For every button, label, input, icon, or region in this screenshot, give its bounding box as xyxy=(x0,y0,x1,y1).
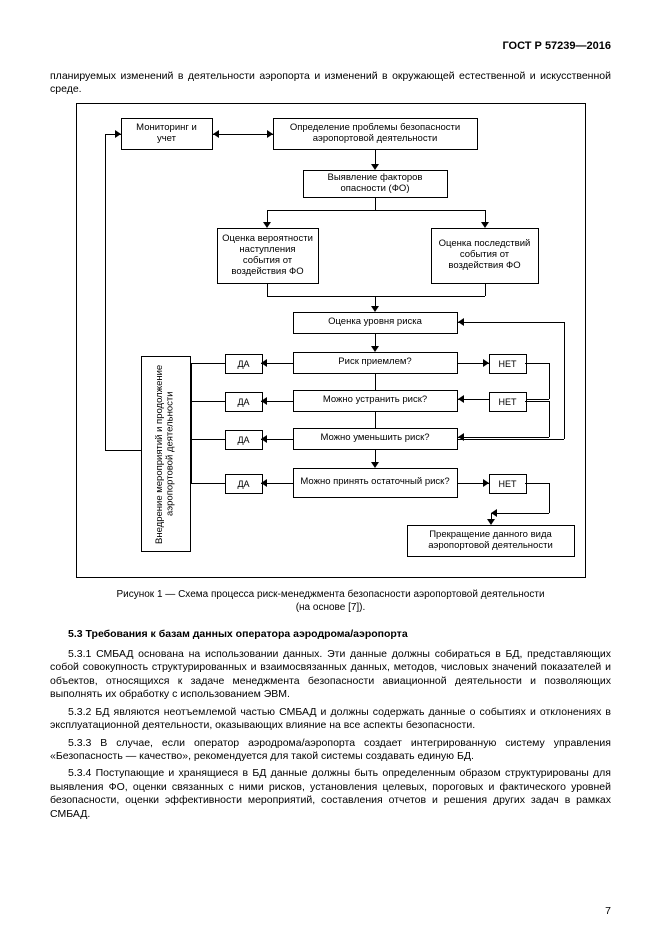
node-stop: Прекращение данного вида аэропортовой де… xyxy=(407,525,575,557)
label-no-1: НЕТ xyxy=(489,354,527,374)
caption-line2: (на основе [7]). xyxy=(296,602,366,613)
node-monitoring: Мониторинг и учет xyxy=(121,118,213,150)
node-factors: Выявление факторов опасности (ФО) xyxy=(303,170,448,198)
label-yes-4: ДА xyxy=(225,474,263,494)
page: ГОСТ Р 57239—2016 планируемых изменений … xyxy=(0,0,661,935)
node-implement-text: Внедрение мероприятий и продолжение аэро… xyxy=(155,359,176,549)
document-code: ГОСТ Р 57239—2016 xyxy=(50,40,611,52)
node-risk-level: Оценка уровня риска xyxy=(293,312,458,334)
label-yes-3: ДА xyxy=(225,430,263,450)
para-5-3-4: 5.3.4 Поступающие и хранящиеся в БД данн… xyxy=(50,767,611,821)
flowchart: Мониторинг и учет Определение проблемы б… xyxy=(76,103,586,578)
para-5-3-3: 5.3.3 В случае, если оператор аэродрома/… xyxy=(50,737,611,764)
para-5-3-2: 5.3.2 БД являются неотъемлемой частью СМ… xyxy=(50,706,611,733)
label-yes-2: ДА xyxy=(225,392,263,412)
node-q2: Можно устранить риск? xyxy=(293,390,458,412)
caption-line1: Рисунок 1 — Схема процесса риск-менеджме… xyxy=(116,589,544,600)
node-consequence-estimate: Оценка последствий события от воздействи… xyxy=(431,228,539,284)
para-5-3-1: 5.3.1 СМБАД основана на использовании да… xyxy=(50,648,611,702)
intro-paragraph: планируемых изменений в деятельности аэр… xyxy=(50,70,611,97)
label-no-4: НЕТ xyxy=(489,474,527,494)
node-q1: Риск приемлем? xyxy=(293,352,458,374)
figure-caption: Рисунок 1 — Схема процесса риск-менеджме… xyxy=(50,588,611,614)
page-number: 7 xyxy=(605,905,611,917)
section-heading-5-3: 5.3 Требования к базам данных оператора … xyxy=(50,628,611,640)
node-q4: Можно принять остаточный риск? xyxy=(293,468,458,498)
node-probability-estimate: Оценка вероятности наступления события о… xyxy=(217,228,319,284)
node-implement: Внедрение мероприятий и продолжение аэро… xyxy=(141,356,191,552)
node-problem: Определение проблемы безопасности аэропо… xyxy=(273,118,478,150)
label-yes-1: ДА xyxy=(225,354,263,374)
label-no-2: НЕТ xyxy=(489,392,527,412)
node-q3: Можно уменьшить риск? xyxy=(293,428,458,450)
